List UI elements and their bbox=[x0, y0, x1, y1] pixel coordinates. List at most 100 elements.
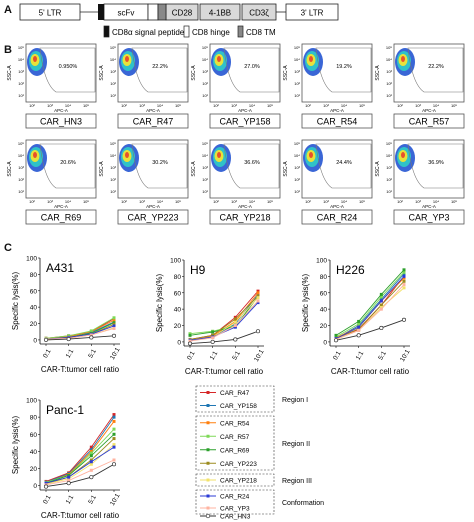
x-tick-label: 1:1 bbox=[355, 350, 366, 362]
data-point bbox=[255, 329, 261, 334]
flow-sample-name: CAR_YP3 bbox=[408, 213, 449, 223]
flow-ytick: 10³ bbox=[294, 165, 300, 170]
data-point bbox=[402, 283, 406, 287]
data-point bbox=[333, 338, 339, 343]
flow-ylabel: SSC-A bbox=[99, 65, 105, 81]
data-point bbox=[256, 301, 260, 305]
flow-percent: 20.6% bbox=[60, 160, 76, 166]
lysis-chart: 0 20 40 60 80 100 0:1 1:1 5:1 10:1 Panc-1 CAR-T:tum… bbox=[11, 398, 122, 521]
flow-xtick: 10² bbox=[397, 199, 403, 204]
y-tick-label: 60 bbox=[174, 290, 182, 297]
legend-item-label: CAR_R54 bbox=[220, 420, 250, 427]
flow-ytick: 10² bbox=[202, 81, 208, 86]
flow-xtick: 10⁵ bbox=[451, 199, 457, 204]
flow-ytick: 10¹ bbox=[386, 189, 392, 194]
data-point bbox=[211, 330, 215, 334]
data-point bbox=[89, 475, 94, 480]
data-point bbox=[256, 296, 260, 300]
y-tick-label: 20 bbox=[174, 323, 182, 330]
flow-xtick: 10⁴ bbox=[249, 103, 255, 108]
flow-ytick: 10² bbox=[18, 81, 24, 86]
flow-ytick: 10⁴ bbox=[202, 153, 208, 158]
data-point bbox=[379, 303, 383, 307]
data-point bbox=[112, 316, 116, 320]
signal-peptide-block bbox=[98, 4, 104, 20]
flow-xtick: 10² bbox=[397, 103, 403, 108]
legend-item-label: CAR_R24 bbox=[220, 494, 250, 501]
data-point bbox=[112, 413, 116, 417]
construct-segment-label: scFv bbox=[118, 9, 135, 18]
flow-plot: 20.6% 10⁵ 10⁴ 10³ 10² 10¹ 10² 10³ 10⁴ 10⁵ SSC-A APC… bbox=[7, 139, 97, 225]
flow-ylabel: SSC-A bbox=[7, 161, 13, 177]
chart-xlabel: CAR-T:tumor cell ratio bbox=[185, 367, 264, 376]
flow-xtick: 10⁵ bbox=[359, 103, 365, 108]
flow-xtick: 10³ bbox=[47, 103, 53, 108]
data-point bbox=[111, 462, 117, 467]
data-point bbox=[67, 473, 71, 477]
flow-ytick: 10⁵ bbox=[18, 141, 24, 146]
flow-gate bbox=[39, 143, 96, 189]
chart-title: Panc-1 bbox=[46, 403, 84, 417]
series bbox=[44, 413, 116, 483]
data-point bbox=[256, 292, 260, 296]
chart-ylabel: Specific lysis(%) bbox=[11, 272, 20, 331]
series bbox=[334, 268, 406, 337]
y-tick-label: 20 bbox=[30, 466, 38, 473]
flow-xtick: 10⁴ bbox=[157, 103, 163, 108]
data-point bbox=[66, 481, 71, 486]
x-tick-label: 10:1 bbox=[109, 492, 122, 507]
construct-legend-label: CD8α signal peptide bbox=[112, 28, 185, 37]
x-tick-label: 10:1 bbox=[399, 348, 412, 363]
series-line bbox=[45, 421, 115, 484]
data-point bbox=[356, 333, 361, 338]
series bbox=[43, 333, 117, 342]
flow-xtick: 10⁵ bbox=[359, 199, 365, 204]
flow-sample-name: CAR_YP158 bbox=[219, 117, 270, 127]
flow-xtick: 10² bbox=[305, 199, 311, 204]
x-tick-label: 1:1 bbox=[65, 494, 76, 506]
data-point bbox=[66, 337, 71, 342]
flow-sample-name: CAR_HN3 bbox=[40, 117, 82, 127]
legend-marker bbox=[206, 404, 210, 407]
data-point bbox=[379, 306, 383, 310]
flow-ylabel: SSC-A bbox=[283, 161, 289, 177]
construct-segment-label: 3' LTR bbox=[301, 9, 324, 18]
flow-xtick: 10² bbox=[305, 103, 311, 108]
flow-xlabel: APC-A bbox=[422, 204, 436, 209]
legend-group-box bbox=[195, 473, 275, 487]
flow-gate bbox=[131, 47, 188, 93]
data-point bbox=[402, 272, 406, 276]
flow-xtick: 10² bbox=[213, 199, 219, 204]
flow-plot: 19.2% 10⁵ 10⁴ 10³ 10² 10¹ 10² 10³ 10⁴ 10⁵ SSC-A APC… bbox=[283, 43, 373, 129]
data-point bbox=[67, 334, 71, 338]
data-point bbox=[233, 325, 237, 329]
flow-ytick: 10² bbox=[110, 81, 116, 86]
legend-item-label: CAR_YP223 bbox=[220, 461, 257, 468]
chart-xlabel: CAR-T:tumor cell ratio bbox=[41, 511, 120, 520]
legend-region-label: Region I bbox=[282, 397, 308, 404]
data-point bbox=[112, 321, 116, 325]
flow-ylabel: SSC-A bbox=[99, 161, 105, 177]
flow-plot: 24.4% 10⁵ 10⁴ 10³ 10² 10¹ 10² 10³ 10⁴ 10⁵ SSC-A APC… bbox=[283, 139, 373, 225]
lysis-chart: 0 20 40 60 80 100 0:1 1:1 5:1 10:1 H226 CAR-T:tumor… bbox=[301, 258, 412, 377]
legend-item-label: CAR_R47 bbox=[220, 390, 250, 397]
data-point bbox=[379, 307, 383, 311]
flow-plot: 22.2% 10⁵ 10⁴ 10³ 10² 10¹ 10² 10³ 10⁴ 10⁵ SSC-A APC… bbox=[375, 43, 465, 129]
flow-plot: 36.6% 10⁵ 10⁴ 10³ 10² 10¹ 10² 10³ 10⁴ 10⁵ SSC-A APC… bbox=[191, 139, 281, 225]
flow-xtick: 10⁴ bbox=[341, 103, 347, 108]
y-tick-label: 80 bbox=[30, 272, 38, 279]
series bbox=[44, 415, 116, 484]
flow-ytick: 10¹ bbox=[202, 93, 208, 98]
data-point bbox=[357, 322, 361, 326]
data-point bbox=[188, 332, 192, 336]
y-tick-label: 80 bbox=[174, 274, 182, 281]
chart-ylabel: Specific lysis(%) bbox=[155, 274, 164, 333]
data-point bbox=[233, 320, 237, 324]
data-point bbox=[89, 454, 93, 458]
flow-xtick: 10³ bbox=[139, 199, 145, 204]
data-point bbox=[89, 445, 93, 449]
flow-sample-name: CAR_R54 bbox=[317, 117, 358, 127]
flow-percent: 36.9% bbox=[428, 160, 444, 166]
flow-ytick: 10³ bbox=[294, 69, 300, 74]
data-point bbox=[67, 477, 71, 481]
